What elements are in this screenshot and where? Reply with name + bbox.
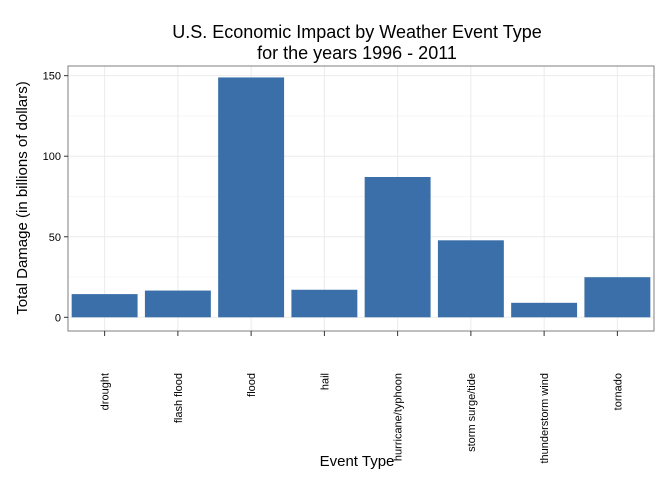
plot-panel-border [67,65,655,332]
y-tick-label: 0 [55,312,61,324]
x-tick-label: drought [100,373,112,410]
bar-flash-flood [144,290,211,318]
y-tick-label: 150 [43,71,61,83]
bar-hurricane-typhoon [364,176,431,318]
chart-subtitle: for the years 1996 - 2011 [257,43,457,63]
x-tick-label: hurricane/typhoon [393,373,405,461]
x-tick-label: hail [319,373,331,390]
x-axis-title: Event Type [320,453,395,470]
chart-title: U.S. Economic Impact by Weather Event Ty… [172,22,542,42]
x-axis: drought flash flood flood hail hurricane/typ… [100,331,624,464]
bar-hail [291,289,358,318]
y-axis-title: Total Damage (in billions of dollars) [14,81,31,314]
x-tick-label: tornado [612,373,624,410]
bar-tornado [584,277,651,318]
bars [71,77,651,318]
y-tick-label: 100 [43,151,61,163]
bar-drought [71,294,138,318]
y-axis: 0 50 100 150 [43,71,68,324]
x-tick-label: flood [246,373,258,397]
bar-flood [218,77,285,318]
bar-thunderstorm-wind [511,302,578,318]
bar-storm-surge-tide [437,240,504,318]
x-tick-label: storm surge/tide [466,373,478,452]
x-tick-label: thunderstorm wind [539,373,551,464]
x-tick-label: flash flood [173,373,185,423]
y-tick-label: 50 [49,232,61,244]
